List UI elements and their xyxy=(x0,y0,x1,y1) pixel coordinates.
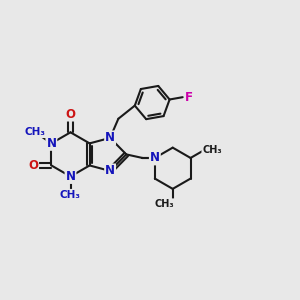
Text: N: N xyxy=(65,170,76,183)
Text: CH₃: CH₃ xyxy=(60,190,81,200)
Text: O: O xyxy=(65,108,76,121)
Text: N: N xyxy=(150,152,160,164)
Text: CH₃: CH₃ xyxy=(155,199,174,209)
Text: CH₃: CH₃ xyxy=(202,145,222,155)
Text: N: N xyxy=(105,164,115,177)
Text: F: F xyxy=(185,91,193,104)
Text: O: O xyxy=(28,159,38,172)
Text: N: N xyxy=(46,137,56,150)
Text: CH₃: CH₃ xyxy=(25,127,46,137)
Text: N: N xyxy=(105,131,115,144)
Text: methyl: methyl xyxy=(30,131,35,132)
